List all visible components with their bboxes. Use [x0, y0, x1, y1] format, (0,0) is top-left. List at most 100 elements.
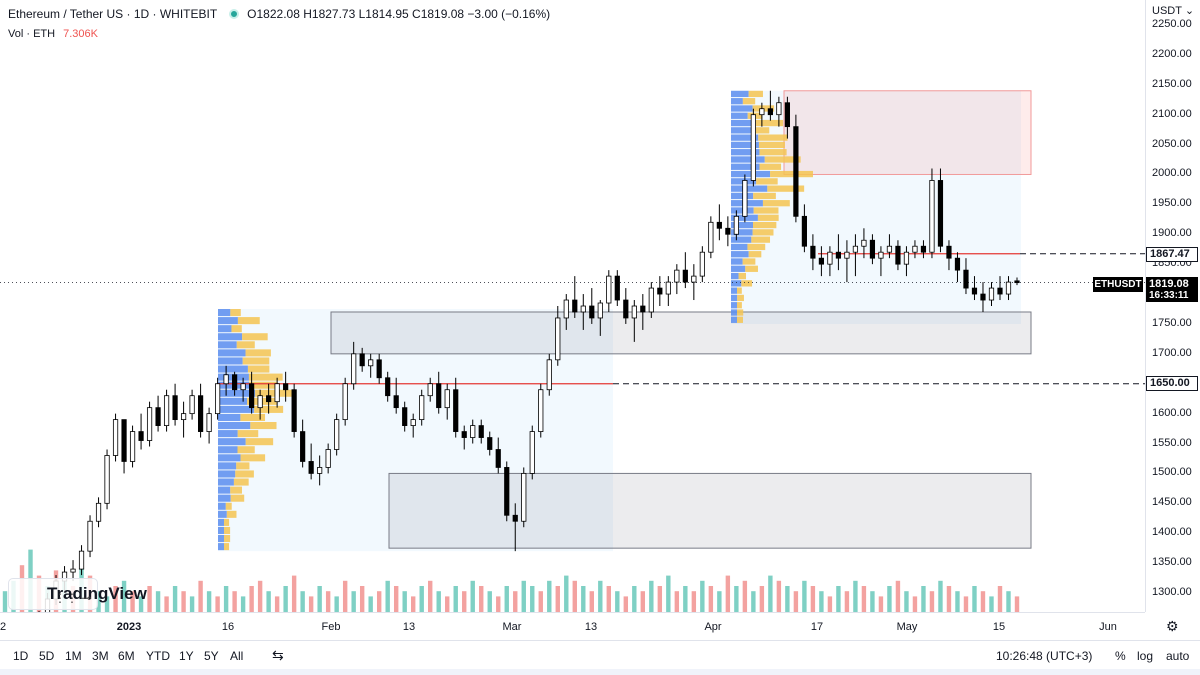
- volume-bar: [1006, 591, 1011, 612]
- range-3m[interactable]: 3M: [92, 649, 109, 663]
- volume-profile-bar: [255, 389, 292, 397]
- volume-bar: [572, 580, 577, 612]
- range-1d[interactable]: 1D: [13, 649, 29, 663]
- range-6m[interactable]: 6M: [118, 649, 135, 663]
- volume-profile-bar: [235, 470, 254, 478]
- zone-box-supply: [783, 90, 1032, 175]
- candle-body: [240, 383, 246, 391]
- volume-profile-bar: [731, 229, 753, 236]
- candle-body: [104, 455, 110, 504]
- candle-body: [657, 287, 663, 295]
- volume-bar: [844, 591, 850, 612]
- price-tick: 1600.00: [1152, 406, 1192, 419]
- time-axis[interactable]: 2 2023 16 Feb 13 Mar 13 Apr 17 May 15 Jun: [0, 612, 1145, 640]
- volume-bar: [581, 586, 586, 612]
- chart-area[interactable]: Ethereum / Tether US · 1D · WHITEBIT O182…: [0, 0, 1145, 612]
- time-tick: 2: [0, 621, 7, 633]
- volume-bar: [462, 591, 467, 612]
- volume-bar: [657, 586, 663, 612]
- currency-selector[interactable]: USDT ⌄: [1152, 4, 1194, 17]
- volume-profile-bar: [731, 149, 760, 156]
- drag-handle-icon[interactable]: ⋮⋮ ⊸: [54, 591, 92, 605]
- range-1y[interactable]: 1Y: [179, 649, 194, 663]
- candle-body: [784, 102, 790, 128]
- candle-body: [163, 395, 170, 426]
- range-ytd[interactable]: YTD: [146, 649, 170, 663]
- volume-profile-bar: [758, 141, 785, 149]
- price-tick: 2050.00: [1152, 137, 1192, 150]
- range-5y[interactable]: 5Y: [204, 649, 219, 663]
- volume-profile-bar: [737, 287, 742, 294]
- volume-profile-bar: [236, 341, 255, 349]
- volume-profile-bar: [230, 309, 241, 317]
- volume-profile-bar: [745, 265, 758, 272]
- percent-toggle[interactable]: %: [1115, 649, 1126, 663]
- volume-bar: [895, 580, 901, 612]
- candle-body: [623, 299, 629, 319]
- volume-bar: [768, 575, 773, 612]
- candle-body: [385, 377, 391, 397]
- volume-profile-bar: [752, 229, 774, 236]
- settings-icon[interactable]: ⚙: [1166, 618, 1179, 634]
- candle-body: [121, 419, 127, 462]
- volume-profile-bar: [748, 90, 763, 98]
- price-tick: 2200.00: [1152, 47, 1192, 60]
- volume-label[interactable]: Vol · ETH: [8, 28, 56, 40]
- clock[interactable]: 10:26:48 (UTC+3): [996, 649, 1093, 663]
- compare-icon[interactable]: ⇆: [272, 647, 284, 663]
- candle-body: [920, 245, 927, 253]
- candle-body: [215, 383, 221, 415]
- volume-bar: [793, 591, 799, 612]
- time-tick: 13: [584, 621, 598, 633]
- candle-body: [359, 353, 365, 367]
- volume-bar: [691, 591, 697, 612]
- volume-profile-bar: [731, 170, 771, 178]
- volume-bar: [2, 591, 8, 612]
- volume-profile-bar: [249, 381, 277, 389]
- volume-profile-bar: [762, 200, 790, 207]
- candle-body: [308, 461, 314, 474]
- candle-body: [70, 568, 76, 573]
- price-chart[interactable]: [0, 0, 1145, 612]
- candle-body: [146, 407, 153, 441]
- candle-body: [427, 383, 433, 397]
- candle-body: [810, 245, 816, 259]
- price-axis[interactable]: USDT ⌄ 2250.00 2200.00 2150.00 2100.00 2050.…: [1145, 0, 1200, 612]
- volume-profile-bar: [218, 341, 237, 349]
- candle-body: [1014, 280, 1020, 284]
- range-all[interactable]: All: [230, 649, 244, 663]
- volume-bar: [785, 586, 790, 612]
- volume-profile-bar: [218, 357, 243, 365]
- volume-profile-bar: [770, 170, 813, 178]
- range-1m[interactable]: 1M: [65, 649, 82, 663]
- volume-bar: [700, 580, 705, 612]
- volume-bar: [819, 591, 824, 612]
- candle-body: [419, 395, 425, 421]
- volume-profile-bar: [756, 178, 778, 185]
- log-toggle[interactable]: log: [1137, 649, 1154, 663]
- candle-body: [138, 431, 144, 441]
- range-5d[interactable]: 5D: [39, 649, 55, 663]
- volume-profile-range: [731, 90, 1021, 324]
- volume-bar: [980, 591, 986, 612]
- volume-bar: [836, 586, 841, 612]
- price-tick: 1350.00: [1152, 556, 1192, 569]
- candle-body: [886, 245, 893, 253]
- volume-bar: [445, 596, 450, 612]
- candle-body: [402, 407, 408, 426]
- volume-bar: [325, 591, 331, 612]
- candle-body: [334, 419, 340, 450]
- volume-profile-bar: [218, 478, 234, 486]
- volume-bar: [776, 580, 782, 612]
- volume-bar: [223, 586, 229, 612]
- volume-bar: [521, 580, 526, 612]
- zone-box-range: [330, 311, 1032, 355]
- auto-toggle[interactable]: auto: [1166, 649, 1190, 663]
- volume-profile-bar: [225, 502, 232, 510]
- volume-profile-bar: [218, 543, 224, 551]
- symbol-title[interactable]: Ethereum / Tether US · 1D · WHITEBIT: [8, 7, 218, 21]
- volume-profile-bar: [731, 90, 749, 98]
- volume-profile-bar: [233, 478, 249, 486]
- volume-profile-bar: [731, 105, 753, 112]
- candle-body: [895, 245, 901, 265]
